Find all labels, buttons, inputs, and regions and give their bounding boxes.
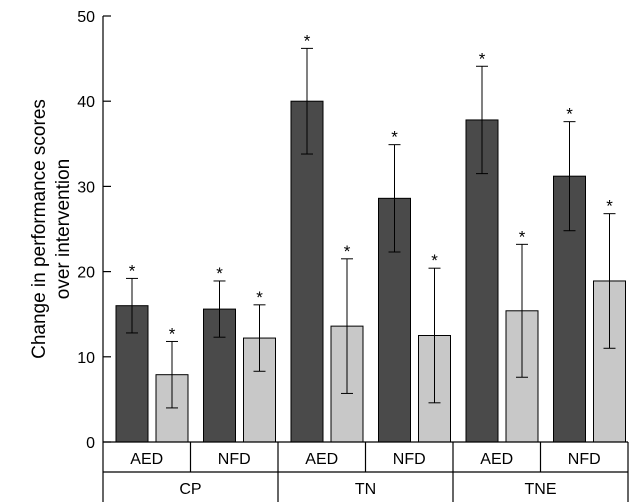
y-axis-title: Change in performance scores over interve…: [29, 99, 74, 359]
significance-star: *: [344, 242, 351, 261]
significance-star: *: [479, 49, 486, 68]
y-axis-label: Change in performance scores over interve…: [29, 99, 74, 359]
significance-star: *: [169, 324, 176, 343]
x-subgroup-label: AED: [480, 451, 513, 468]
x-axis: AED NFD AED NFD AED NFD CP TN TNE: [102, 441, 629, 502]
significance-star: *: [391, 128, 398, 147]
y-axis-title-line: Change in performance scores: [29, 99, 50, 359]
x-subgroup-label: AED: [130, 451, 163, 468]
y-tick-label: 20: [77, 265, 95, 282]
x-subgroup-label: NFD: [393, 451, 426, 468]
x-subgroup-label: NFD: [218, 451, 251, 468]
y-tick-label: 0: [86, 435, 95, 452]
significance-star: *: [566, 105, 573, 124]
x-group-label: TNE: [525, 481, 557, 498]
y-tick-label: 10: [77, 350, 95, 367]
significance-star: *: [216, 264, 223, 283]
significance-star: *: [431, 251, 438, 270]
y-tick-label: 40: [77, 94, 95, 111]
y-axis: 0 10 20 30 40 50: [77, 9, 111, 452]
significance-star: *: [519, 227, 526, 246]
bars: * * * * * * * * * * * *: [115, 31, 626, 443]
x-subgroup-label: AED: [305, 451, 338, 468]
bar: [290, 100, 324, 443]
x-group-label: TN: [355, 481, 376, 498]
y-tick-label: 30: [77, 179, 95, 196]
significance-star: *: [129, 261, 136, 280]
y-axis-title-line: over intervention: [53, 159, 74, 299]
significance-star: *: [304, 31, 311, 50]
significance-star: *: [606, 197, 613, 216]
y-tick-label: 50: [77, 9, 95, 26]
x-group-label: CP: [179, 481, 201, 498]
x-subgroup-label: NFD: [568, 451, 601, 468]
significance-star: *: [256, 288, 263, 307]
